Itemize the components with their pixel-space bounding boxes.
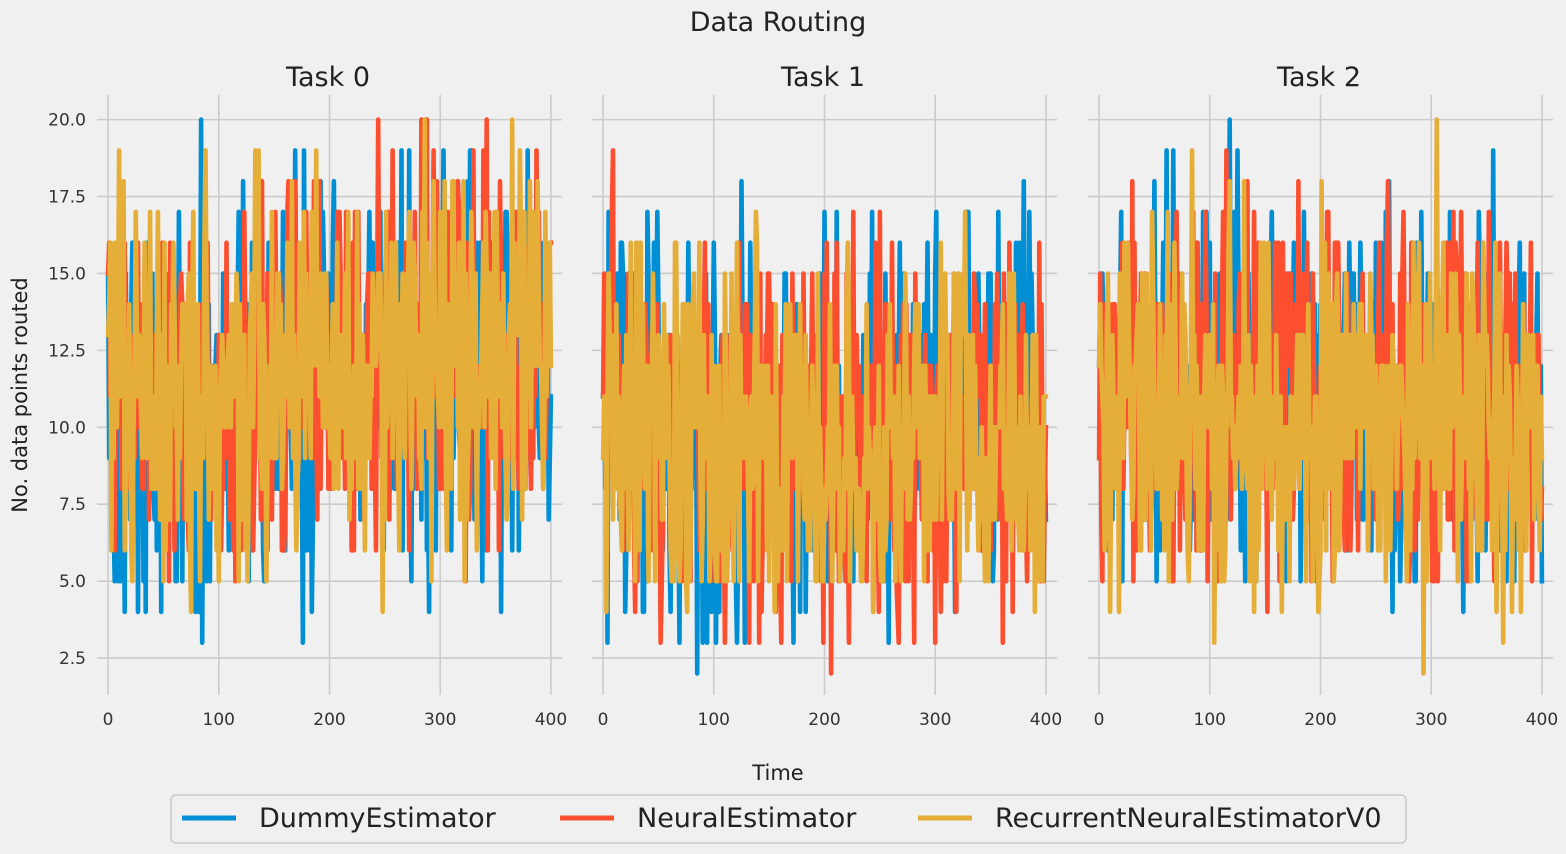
panel-title-task-0: Task 0 — [285, 62, 370, 93]
x-tick-label: 300 — [424, 710, 456, 730]
x-tick-label: 100 — [203, 710, 235, 730]
y-tick-label: 12.5 — [48, 341, 86, 361]
x-tick-label: 100 — [1194, 710, 1226, 730]
y-tick-label: 2.5 — [59, 649, 86, 669]
legend-frame — [170, 794, 1407, 844]
panel-title-task-2: Task 2 — [1276, 62, 1361, 93]
x-tick-label: 300 — [1415, 710, 1447, 730]
x-tick-label: 300 — [919, 710, 951, 730]
chart-title: Data Routing — [690, 7, 867, 38]
panel-title-task-1: Task 1 — [780, 62, 865, 93]
x-tick-label: 400 — [1030, 710, 1062, 730]
y-tick-label: 17.5 — [48, 188, 86, 208]
x-tick-label: 400 — [1526, 710, 1558, 730]
legend: DummyEstimator NeuralEstimator Recurrent… — [170, 794, 1407, 844]
y-tick-label: 5.0 — [59, 572, 86, 592]
x-tick-label: 200 — [1304, 710, 1336, 730]
x-tick-label: 100 — [698, 710, 730, 730]
y-tick-label: 7.5 — [59, 495, 86, 515]
x-tick-label: 400 — [535, 710, 567, 730]
legend-label-dummy: DummyEstimator — [259, 803, 497, 834]
panel-task-0: Task 0 0 100 200 300 400 2.5 5.0 7.5 10.0 12.5 15.… — [48, 62, 567, 730]
series-line-recurrentneuralestimatorv0 — [1096, 117, 1545, 676]
y-tick-label: 15.0 — [48, 264, 86, 284]
x-axis-label: Time — [751, 761, 803, 785]
x-tick-label: 0 — [1094, 710, 1105, 730]
series-line-recurrentneuralestimatorv0 — [600, 209, 1049, 615]
y-tick-label: 20.0 — [48, 111, 86, 131]
x-tick-label: 200 — [808, 710, 840, 730]
series-line-recurrentneuralestimatorv0 — [105, 117, 554, 615]
panel-task-1: Task 1 0 100 200 300 400 — [592, 62, 1062, 730]
panel-task-2: Task 2 0 100 200 300 400 — [1088, 62, 1558, 730]
x-tick-label: 0 — [598, 710, 609, 730]
y-axis-label: No. data points routed — [8, 277, 32, 513]
legend-label-recurrent: RecurrentNeuralEstimatorV0 — [995, 803, 1382, 834]
x-tick-label: 200 — [313, 710, 345, 730]
legend-label-neural: NeuralEstimator — [637, 803, 857, 834]
y-tick-label: 10.0 — [48, 418, 86, 438]
x-tick-label: 0 — [103, 710, 114, 730]
